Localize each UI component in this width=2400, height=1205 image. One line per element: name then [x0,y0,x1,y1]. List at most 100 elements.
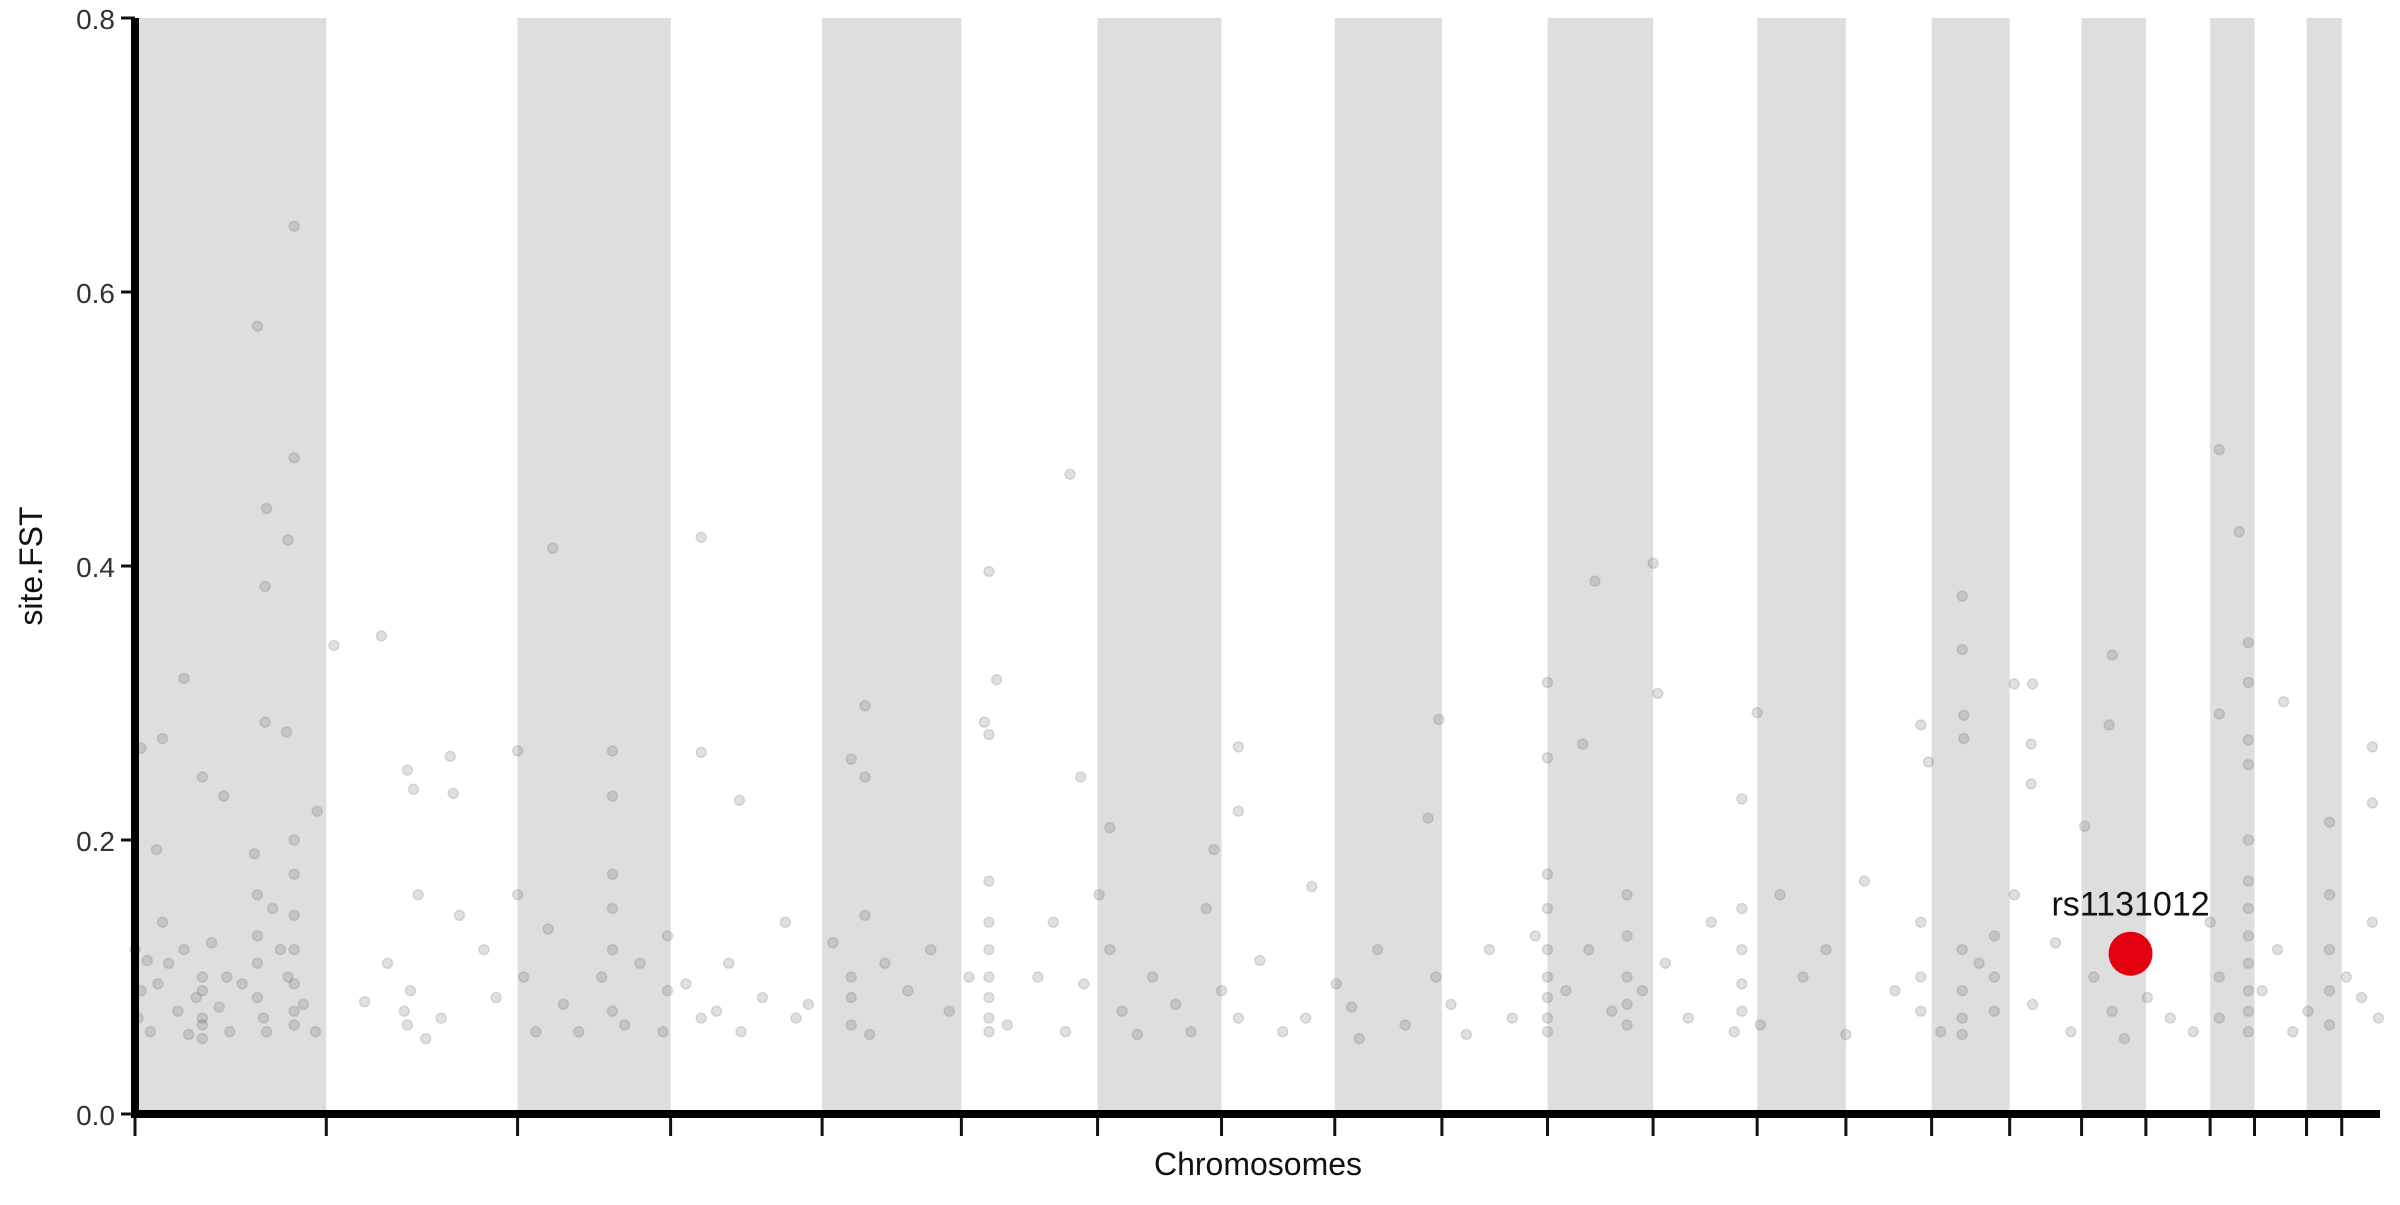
data-point [358,995,371,1008]
data-point [401,1019,414,1031]
data-point [398,1005,411,1017]
data-point [845,971,857,983]
data-point [790,1012,802,1024]
data-point [2355,991,2368,1004]
data-point [1059,1026,1072,1038]
data-point [2242,875,2255,887]
data-point [2078,820,2091,833]
data-point [2106,649,2118,661]
data-point [2025,738,2037,750]
data-point [2323,984,2336,997]
data-point [1915,916,1927,928]
data-point [1104,821,1116,834]
data-point [517,971,530,983]
data-point [573,1026,585,1038]
data-point [2026,998,2039,1011]
data-point [511,889,524,901]
chromosome-band [517,18,671,1114]
data-point [1169,998,1182,1011]
data-point [260,1026,273,1038]
data-point [902,984,914,997]
data-point [1074,771,1087,783]
data-point [178,943,190,956]
data-point [1232,741,1245,753]
chromosome-band [2306,18,2342,1114]
data-point [983,728,995,741]
data-point [1208,843,1220,856]
data-point [1705,916,1717,928]
data-point [156,916,169,928]
data-point [1956,943,1968,956]
data-point [288,452,300,464]
data-point [288,220,300,232]
data-point [845,1019,857,1031]
data-point [1840,1028,1852,1041]
data-point [218,790,230,802]
data-point [1956,590,1968,602]
data-point [2366,797,2379,809]
data-point [879,957,891,970]
chromosome-band [1931,18,2010,1114]
y-tick-label: 0.8 [76,4,115,35]
data-point [1682,1012,1695,1024]
data-point [1957,732,1970,745]
data-point [309,1026,322,1038]
data-point [827,937,839,949]
data-point [1200,902,1212,915]
data-point [723,957,735,970]
data-point [196,771,209,783]
data-point [435,1012,447,1024]
data-point [1541,752,1554,764]
data-point [680,978,692,990]
data-point [779,916,792,928]
data-point [1736,1005,1748,1017]
data-point [1064,468,1076,480]
highlight-label: rs1131012 [2051,886,2209,924]
data-point [2323,1019,2336,1031]
data-point [1915,719,1927,731]
data-point [1541,943,1554,956]
data-point [2213,708,2226,720]
data-point [735,1026,747,1038]
data-point [260,502,273,515]
data-point [1973,957,1985,970]
data-point [2242,636,2255,649]
data-point [1146,971,1159,983]
data-point [963,971,975,983]
data-point [144,1026,157,1038]
data-point [1306,880,1318,893]
data-point [983,916,995,928]
data-point [983,971,995,983]
data-point [1399,1019,1411,1031]
data-point [661,984,674,997]
data-point [1736,943,1748,956]
data-point [1430,971,1442,983]
data-point [251,320,264,332]
data-point [1956,984,1968,997]
data-point [156,732,169,745]
data-point [657,1026,669,1038]
data-point [1541,676,1554,689]
data-point [859,909,871,922]
data-point [1651,687,1664,700]
data-point [2242,1026,2255,1038]
data-point [542,923,554,935]
chromosome-band [1334,18,1442,1114]
data-point [2242,734,2255,746]
data-point [983,875,995,887]
data-point [1541,1026,1554,1038]
data-point [1001,1019,1014,1031]
data-point [2008,889,2021,901]
data-point [1659,957,1672,970]
data-point [190,991,202,1004]
data-point [1422,812,1434,824]
data-point [859,699,871,712]
data-point [983,991,995,1004]
data-point [557,998,570,1011]
data-point [196,1012,209,1024]
y-tick-label: 0.4 [76,552,115,583]
y-axis-title: site.FST [13,506,49,625]
data-point [2242,957,2255,970]
data-point [634,957,646,970]
data-point [661,930,674,942]
